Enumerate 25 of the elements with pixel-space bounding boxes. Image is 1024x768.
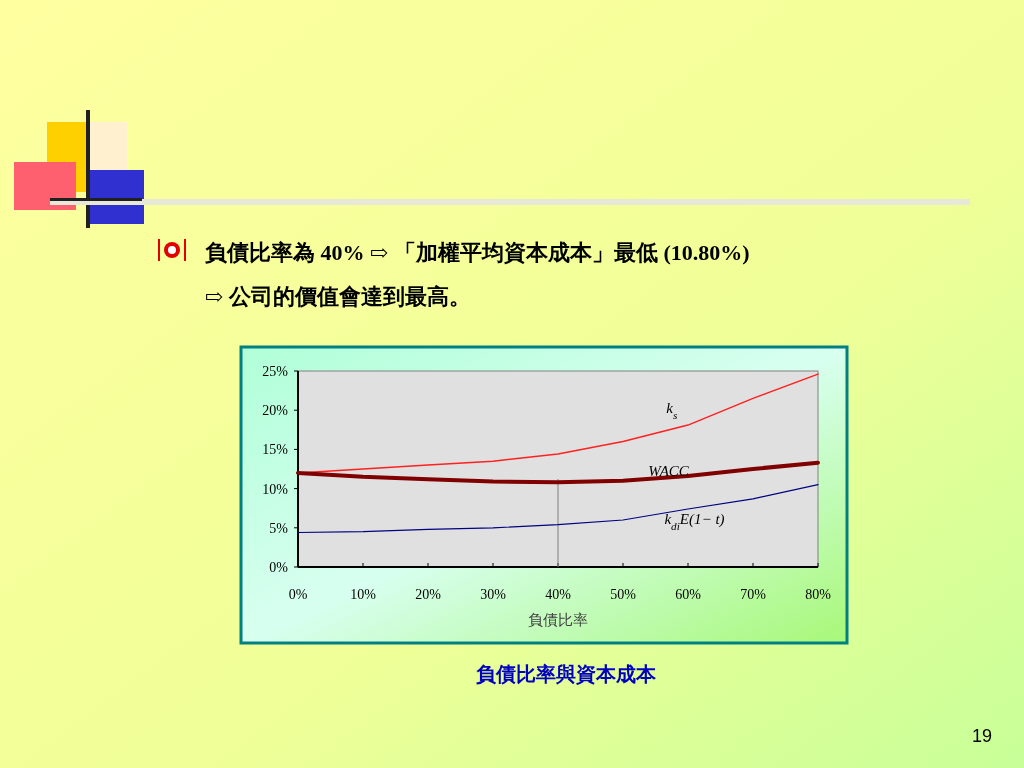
x-tick-label: 10% xyxy=(350,587,377,602)
x-tick-label: 80% xyxy=(805,587,832,602)
series-label: k$_{di}$E(1− t) xyxy=(664,510,725,532)
y-tick-label: 20% xyxy=(262,403,289,419)
line-series xyxy=(297,484,819,534)
x-tick-label: 30% xyxy=(480,587,507,602)
series-label: WACC xyxy=(648,463,690,480)
y-tick-label: 5% xyxy=(269,520,289,536)
text: 19 xyxy=(971,726,992,746)
x-tick-label: 0% xyxy=(288,587,308,602)
x-tick-label: 50% xyxy=(610,587,637,602)
y-tick-label: 10% xyxy=(262,481,289,497)
y-tick-label: 25% xyxy=(262,364,289,379)
x-tick-label: 70% xyxy=(740,587,767,602)
y-tick-label: 0% xyxy=(269,560,289,575)
x-tick-label: 40% xyxy=(545,587,572,602)
series-label: k$_{s}$ xyxy=(666,400,678,422)
x-axis-title: 負債比率 xyxy=(528,611,588,629)
text: 負債比率與資本成本 xyxy=(476,663,657,685)
y-tick-label: 15% xyxy=(262,442,289,458)
x-tick-label: 20% xyxy=(415,587,442,602)
chart-title: 負債比率為 40% ⇨ 「加權平均資本成本」最低 (10.80%) xyxy=(205,240,750,265)
line-series xyxy=(296,460,820,485)
x-tick-label: 60% xyxy=(675,587,702,602)
chart-subtitle: ⇨ 公司的價值會達到最高。 xyxy=(205,284,471,309)
